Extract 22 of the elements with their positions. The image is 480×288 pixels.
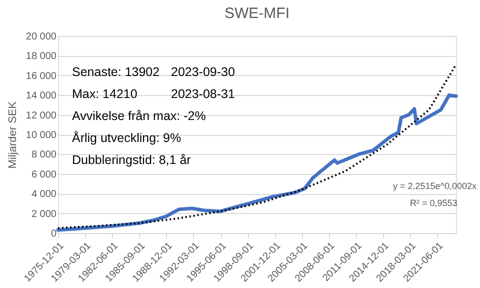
- y-tick-label: 14 000: [26, 90, 57, 102]
- y-tick-label: 18 000: [26, 51, 57, 62]
- annotation: 2023-09-30: [171, 65, 235, 79]
- annotation: y = 2,2515e^0,0002x: [393, 181, 478, 191]
- y-tick-label: 16 000: [26, 70, 57, 82]
- annotation: Årlig utveckling: 9%: [72, 131, 182, 145]
- y-tick-label: 8 000: [31, 150, 57, 161]
- y-tick-label: 6 000: [31, 169, 57, 180]
- y-axis-title: Miljarder SEK: [6, 100, 19, 169]
- chart-title: SWE-MFI: [224, 5, 290, 22]
- y-tick-label: 2 000: [31, 208, 57, 220]
- y-tick-label: 20 000: [26, 32, 57, 42]
- y-tick-label: 4 000: [31, 189, 57, 200]
- annotation: Avvikelse från max: -2%: [72, 109, 206, 123]
- annotation: 2023-08-31: [171, 87, 235, 101]
- y-tick-label: 0: [50, 228, 57, 240]
- annotation: Max: 14210: [72, 87, 138, 101]
- annotation: Senaste: 13902: [72, 65, 160, 79]
- annotation: Dubbleringstid: 8,1 år: [72, 153, 191, 167]
- annotation: R² = 0,9553: [410, 198, 458, 208]
- y-tick-label: 12 000: [26, 110, 57, 122]
- y-tick-label: 10 000: [26, 130, 57, 141]
